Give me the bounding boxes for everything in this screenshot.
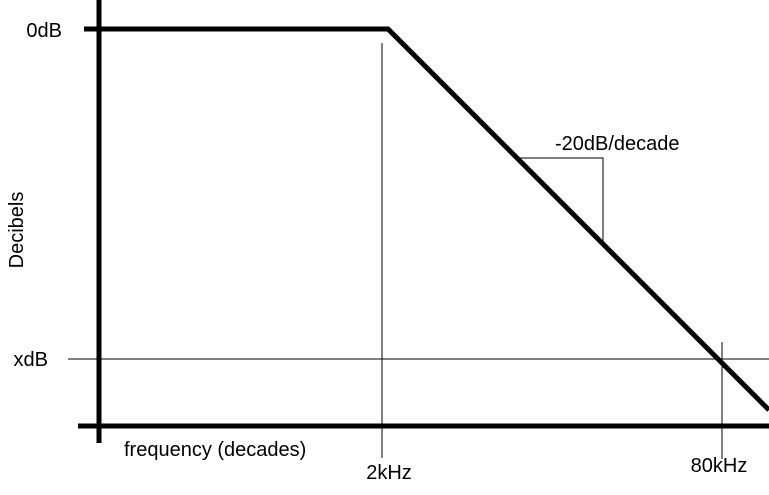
x-axis-title: frequency (decades) [124,439,306,461]
slope-annotation: -20dB/decade [555,133,680,155]
x-tick-label-80khz: 80kHz [691,455,748,477]
slope-bracket [519,157,604,243]
x-tick-label-2khz: 2kHz [366,462,412,484]
y-axis-title: Decibels [6,192,28,269]
y-tick-label-xdb: xdB [14,349,48,371]
y-tick-label-0db: 0dB [26,20,62,42]
frequency-response-line [84,26,769,412]
